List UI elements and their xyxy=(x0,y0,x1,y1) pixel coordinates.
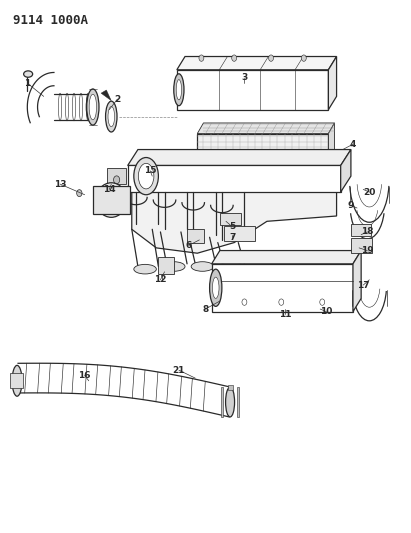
Polygon shape xyxy=(212,251,361,264)
Ellipse shape xyxy=(174,74,184,106)
Bar xyxy=(221,387,223,417)
Ellipse shape xyxy=(199,55,204,61)
Text: 8: 8 xyxy=(202,304,209,313)
Ellipse shape xyxy=(176,79,182,100)
Text: 9: 9 xyxy=(348,201,354,210)
Ellipse shape xyxy=(106,101,117,132)
Bar xyxy=(158,257,174,274)
Ellipse shape xyxy=(89,94,97,120)
Text: 21: 21 xyxy=(173,366,185,375)
Text: 14: 14 xyxy=(103,185,115,194)
Ellipse shape xyxy=(86,92,95,122)
Ellipse shape xyxy=(24,71,32,77)
Text: 3: 3 xyxy=(241,73,247,82)
Bar xyxy=(237,387,239,417)
Ellipse shape xyxy=(226,387,235,417)
Ellipse shape xyxy=(102,189,121,211)
Text: 1: 1 xyxy=(24,78,30,87)
Bar xyxy=(212,264,353,312)
Text: 2: 2 xyxy=(114,94,120,103)
Bar xyxy=(220,213,241,225)
Ellipse shape xyxy=(242,299,247,305)
Text: 6: 6 xyxy=(186,241,192,250)
Text: 11: 11 xyxy=(279,310,292,319)
Bar xyxy=(224,226,255,241)
Polygon shape xyxy=(353,251,361,312)
Ellipse shape xyxy=(232,55,237,61)
Ellipse shape xyxy=(134,264,156,274)
Ellipse shape xyxy=(320,299,325,305)
Bar xyxy=(128,165,341,192)
Polygon shape xyxy=(101,90,111,101)
Text: 5: 5 xyxy=(229,222,235,231)
Polygon shape xyxy=(128,150,351,165)
Ellipse shape xyxy=(87,89,99,125)
Polygon shape xyxy=(93,185,130,214)
Text: 20: 20 xyxy=(363,188,376,197)
Polygon shape xyxy=(341,150,351,192)
Polygon shape xyxy=(132,192,337,253)
Ellipse shape xyxy=(12,366,22,396)
Bar xyxy=(228,385,233,390)
Text: 4: 4 xyxy=(350,140,356,149)
Ellipse shape xyxy=(96,183,127,217)
Ellipse shape xyxy=(220,262,242,271)
Text: 9114 1000A: 9114 1000A xyxy=(13,14,88,27)
Text: 13: 13 xyxy=(54,180,66,189)
Polygon shape xyxy=(177,56,337,70)
Ellipse shape xyxy=(134,158,158,195)
Text: 19: 19 xyxy=(361,246,374,255)
Ellipse shape xyxy=(301,55,306,61)
Text: 10: 10 xyxy=(320,307,332,316)
Ellipse shape xyxy=(139,164,154,189)
Bar xyxy=(351,238,372,253)
Text: 18: 18 xyxy=(361,228,374,237)
Polygon shape xyxy=(328,123,335,168)
Ellipse shape xyxy=(279,299,284,305)
Ellipse shape xyxy=(77,190,82,197)
Polygon shape xyxy=(328,56,337,110)
Bar xyxy=(10,373,23,387)
Text: 7: 7 xyxy=(229,233,236,242)
Bar xyxy=(197,134,328,168)
Bar xyxy=(351,224,371,236)
Polygon shape xyxy=(197,123,335,134)
Text: 16: 16 xyxy=(79,371,91,380)
Bar xyxy=(107,168,126,184)
Bar xyxy=(187,229,204,243)
Ellipse shape xyxy=(212,277,219,298)
Text: 17: 17 xyxy=(357,280,369,289)
Text: 12: 12 xyxy=(154,275,167,284)
Ellipse shape xyxy=(108,107,115,127)
Ellipse shape xyxy=(191,262,214,271)
Ellipse shape xyxy=(162,262,185,271)
Ellipse shape xyxy=(113,176,120,184)
Bar xyxy=(177,70,328,110)
Text: 15: 15 xyxy=(144,166,157,175)
Ellipse shape xyxy=(210,269,222,306)
Ellipse shape xyxy=(268,55,273,61)
